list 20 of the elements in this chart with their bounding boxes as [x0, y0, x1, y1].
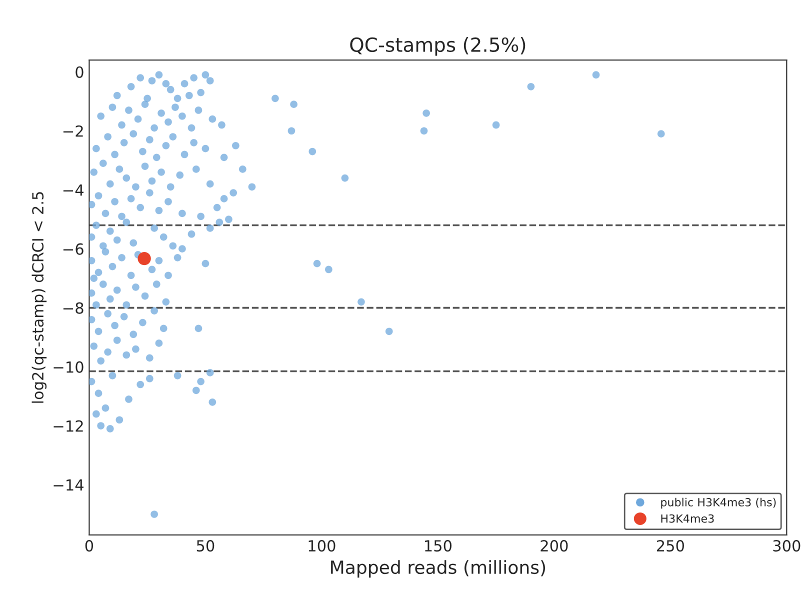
x-tick-label: 250	[656, 540, 684, 552]
x-tick-label: 0	[85, 540, 94, 552]
y-tick-label: −8	[63, 302, 84, 314]
x-tick-label: 300	[773, 540, 800, 552]
y-tick-label: 0	[76, 66, 84, 78]
y-tick-label: −14	[54, 479, 84, 491]
x-tick-label: 50	[196, 540, 214, 552]
y-tick-label: −2	[63, 125, 83, 137]
x-tick-label: 100	[308, 540, 336, 552]
legend-label: public H3K4me3 (hs)	[661, 498, 776, 509]
y-tick-label: −12	[54, 420, 83, 432]
x-tick-label: 150	[425, 540, 452, 552]
x-tick-label: 200	[540, 540, 568, 552]
y-tick-label: −10	[54, 361, 84, 373]
y-tick-label: −6	[63, 243, 84, 255]
y-axis-title: log2(qc-stamp) dCRCI < 2.5	[32, 192, 47, 403]
y-tick-label: −4	[63, 184, 84, 196]
legend-label: H3K4me3	[661, 514, 714, 523]
chart-title: QC-stamps (2.5%)	[350, 37, 526, 56]
x-axis-title: Mapped reads (millions)	[331, 560, 546, 578]
